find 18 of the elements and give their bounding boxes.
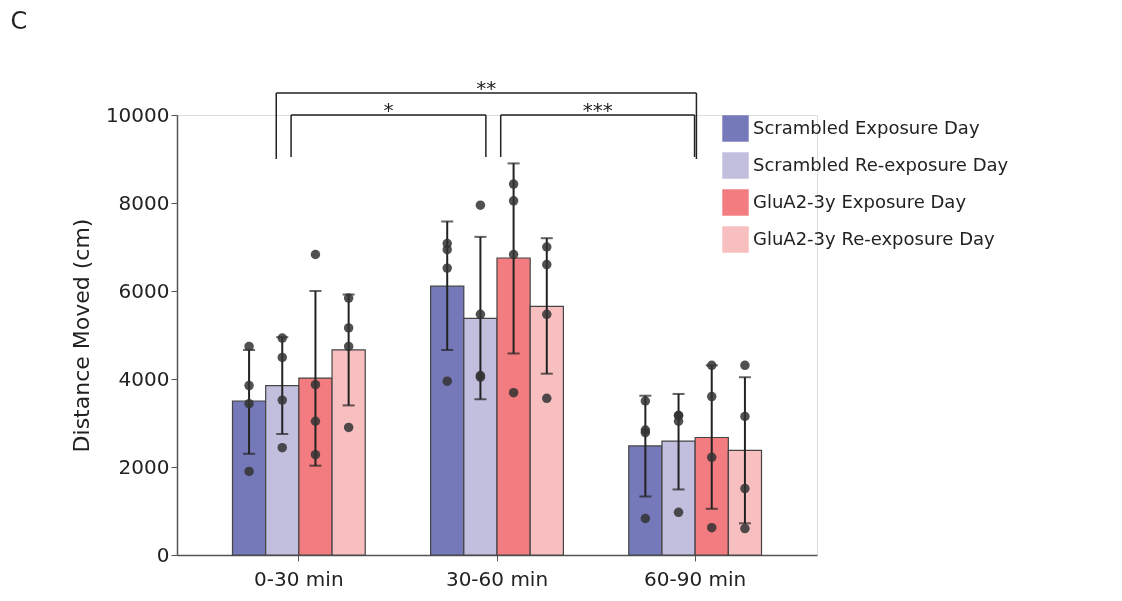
y-axis-title: Distance Moved (cm) [68,218,94,453]
y-tick-label: 4000 [118,366,170,391]
y-tick-label: 0 [156,542,170,567]
annotation: * [383,98,394,122]
x-tick-label: 30-60 min [445,566,549,591]
text: ** [476,76,497,100]
y-tick-label: 6000 [118,278,170,303]
x-tick-label: 60-90 min [644,566,747,591]
legend-label: GluA2-3y Re-exposure Day [753,227,996,249]
y-tick-label: 8000 [118,190,170,215]
y-tick-label: 10000 [105,102,170,127]
legend-label: Scrambled Re-exposure Day [753,153,1009,175]
legend-label: Scrambled Exposure Day [753,116,980,138]
chart-title: C [10,7,28,35]
y-tick-label: 2000 [118,454,170,479]
legend-label: GluA2-3y Exposure Day [753,190,967,212]
annotation: *** [582,98,613,122]
x-tick-label: 0-30 min [254,566,344,591]
